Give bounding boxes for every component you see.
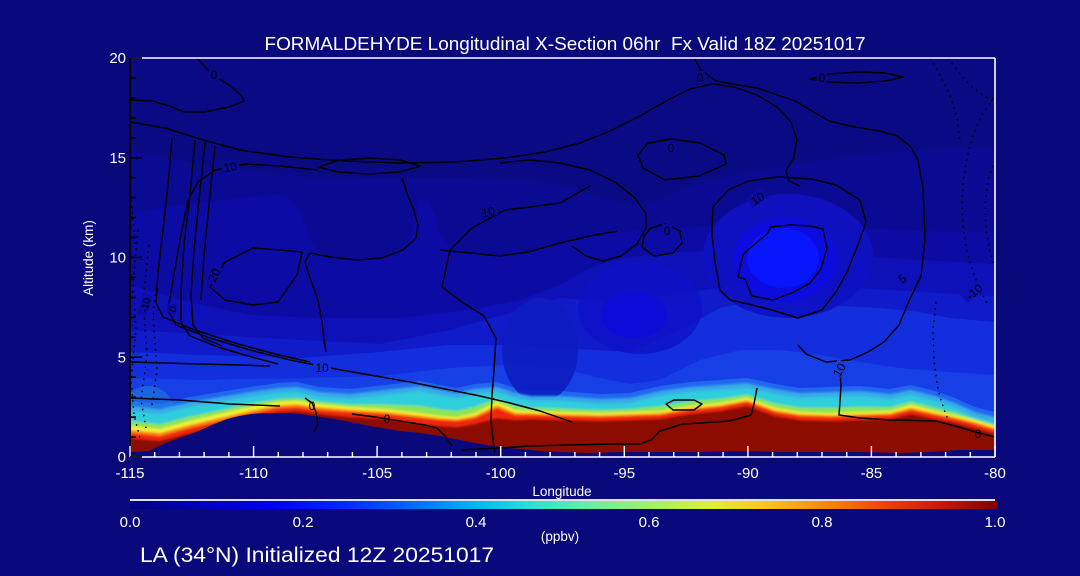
svg-text:(ppbv): (ppbv): [541, 529, 579, 544]
svg-text:-90: -90: [737, 465, 759, 482]
svg-text:LA (34°N) Initialized 12Z 2025: LA (34°N) Initialized 12Z 20251017: [140, 543, 494, 567]
svg-text:20: 20: [109, 50, 126, 67]
svg-text:10: 10: [315, 361, 329, 375]
svg-text:0.0: 0.0: [120, 514, 141, 531]
svg-text:0: 0: [668, 141, 675, 155]
svg-text:20: 20: [205, 266, 223, 284]
svg-text:-115: -115: [116, 465, 145, 482]
svg-text:Longitude: Longitude: [532, 484, 591, 499]
svg-text:-80: -80: [984, 465, 1006, 482]
svg-text:0.8: 0.8: [812, 514, 833, 531]
svg-text:0.2: 0.2: [293, 514, 314, 531]
svg-text:0: 0: [118, 449, 126, 466]
svg-text:10: 10: [222, 159, 238, 176]
svg-text:1.0: 1.0: [985, 514, 1006, 531]
svg-text:-100: -100: [486, 465, 516, 482]
svg-text:0: 0: [309, 399, 316, 413]
svg-text:-105: -105: [362, 465, 392, 482]
svg-text:5: 5: [118, 349, 126, 366]
svg-text:-95: -95: [613, 465, 635, 482]
svg-text:0.6: 0.6: [639, 514, 660, 531]
svg-text:Altitude (km): Altitude (km): [81, 220, 96, 296]
svg-text:0: 0: [211, 68, 218, 82]
svg-text:FORMALDEHYDE Longitudinal X-Se: FORMALDEHYDE Longitudinal X-Section 06hr…: [265, 33, 866, 54]
svg-text:10: 10: [481, 204, 497, 220]
svg-text:0: 0: [819, 71, 826, 85]
svg-text:-10: -10: [139, 297, 153, 314]
svg-text:15: 15: [109, 150, 126, 167]
svg-text:0: 0: [168, 305, 180, 314]
svg-text:0: 0: [384, 412, 391, 426]
svg-text:10: 10: [109, 250, 126, 267]
svg-text:-110: -110: [239, 465, 268, 482]
svg-text:0: 0: [664, 224, 671, 238]
svg-text:0: 0: [975, 427, 982, 441]
svg-text:0: 0: [697, 71, 704, 85]
svg-text:-85: -85: [861, 465, 883, 482]
svg-text:10: 10: [830, 360, 849, 379]
svg-text:0.4: 0.4: [466, 514, 487, 531]
